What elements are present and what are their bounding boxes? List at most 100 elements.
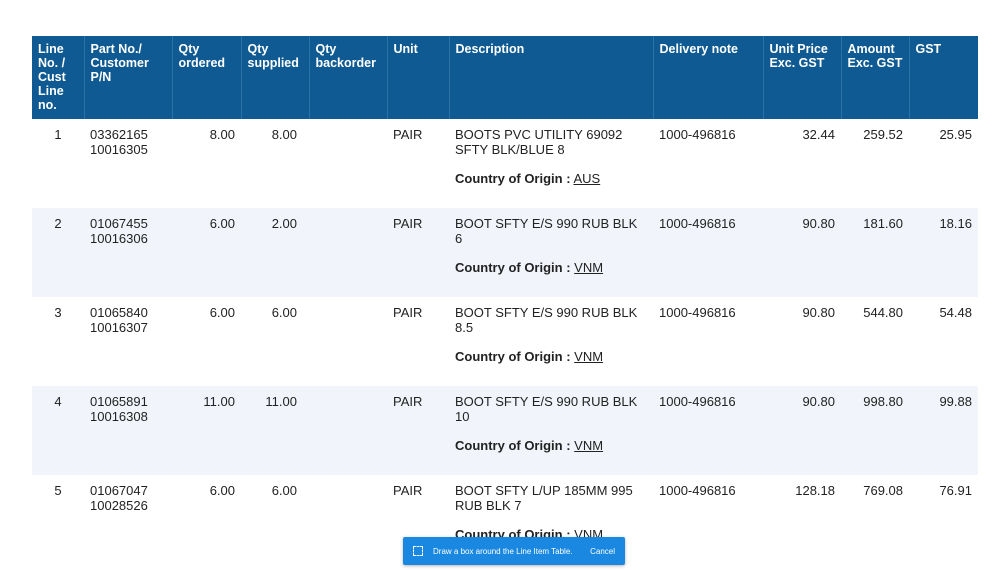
part-no: 01065891 <box>90 394 148 409</box>
country-of-origin-label: Country of Origin : <box>455 171 571 186</box>
qty-supplied-cell: 8.00 <box>271 127 297 142</box>
gst-cell: 76.91 <box>939 483 972 498</box>
table-row: 1 03362165 10016305 8.00 8.00 PAIR BOOTS … <box>32 119 978 208</box>
delivery-note-cell: 1000-496816 <box>659 305 736 320</box>
line-no-cell: 1 <box>54 127 62 142</box>
qty-supplied-cell: 6.00 <box>271 483 297 498</box>
line-no-cell: 2 <box>32 208 84 297</box>
unit-price-cell: 128.18 <box>795 483 835 498</box>
line-no-cell: 5 <box>54 483 62 498</box>
col-header-line-no: Line No. / Cust Line no. <box>32 36 85 119</box>
col-header-unit-price: Unit Price Exc. GST <box>763 36 842 119</box>
qty-ordered-cell: 6.00 <box>172 208 241 297</box>
qty-backorder-cell <box>309 119 387 208</box>
qty-ordered-cell: 8.00 <box>209 127 235 142</box>
description-text: BOOT SFTY L/UP 185MM 995 RUB BLK 7 <box>455 483 633 513</box>
table-row: 4 01065891 10016308 11.00 11.00 PAIR BOOT… <box>32 386 978 475</box>
col-header-delivery-note: Delivery note <box>653 36 764 119</box>
gst-cell: 54.48 <box>939 305 972 320</box>
part-no: 01067047 <box>90 483 148 498</box>
qty-supplied-cell: 6.00 <box>271 305 297 320</box>
col-header-qty-backorder: Qty backorder <box>309 36 388 119</box>
part-no: 03362165 <box>90 127 148 142</box>
description-cell: BOOTS PVC UTILITY 69092 SFTY BLK/BLUE 8 C… <box>449 119 653 208</box>
gst-cell: 99.88 <box>909 386 978 475</box>
country-of-origin-value: VNM <box>574 260 604 275</box>
country-of-origin: Country of Origin : VNM <box>455 260 647 275</box>
description-cell: BOOT SFTY E/S 990 RUB BLK 8.5 Country of … <box>449 297 653 386</box>
description-text: BOOT SFTY E/S 990 RUB BLK 8.5 <box>455 305 638 335</box>
amount-cell: 259.52 <box>863 127 903 142</box>
part-no-cell: 01067047 10028526 <box>84 475 172 564</box>
selection-box-icon <box>413 546 423 556</box>
part-no: 01065840 <box>90 305 148 320</box>
customer-pn: 10016307 <box>90 320 148 335</box>
customer-pn: 10016306 <box>90 231 148 246</box>
amount-cell: 181.60 <box>841 208 909 297</box>
delivery-note-cell: 1000-496816 <box>653 208 763 297</box>
qty-supplied-cell: 2.00 <box>241 208 309 297</box>
unit-price-cell: 90.80 <box>802 305 835 320</box>
part-no-cell: 01065891 10016308 <box>84 386 172 475</box>
col-header-gst: GST <box>909 36 978 119</box>
col-header-description: Description <box>449 36 654 119</box>
country-of-origin-label: Country of Origin : <box>455 349 571 364</box>
qty-backorder-cell <box>309 475 387 564</box>
qty-supplied-cell: 11.00 <box>241 386 309 475</box>
description-cell: BOOT SFTY E/S 990 RUB BLK 10 Country of O… <box>449 386 653 475</box>
line-no-cell: 4 <box>32 386 84 475</box>
line-item-table-container: Line No. / Cust Line no. Part No./ Custo… <box>32 36 978 564</box>
qty-ordered-cell: 6.00 <box>209 305 235 320</box>
table-row: 3 01065840 10016307 6.00 6.00 PAIR BOOT S… <box>32 297 978 386</box>
unit-cell: PAIR <box>393 483 423 498</box>
qty-backorder-cell <box>309 208 387 297</box>
country-of-origin-value: AUS <box>573 171 601 186</box>
unit-cell: PAIR <box>393 305 423 320</box>
table-row: 2 01067455 10016306 6.00 2.00 PAIR BOOT S… <box>32 208 978 297</box>
unit-price-cell: 90.80 <box>763 208 841 297</box>
col-header-part-no: Part No./ Customer P/N <box>84 36 173 119</box>
amount-cell: 769.08 <box>863 483 903 498</box>
line-item-table: Line No. / Cust Line no. Part No./ Custo… <box>32 36 978 564</box>
description-text: BOOT SFTY E/S 990 RUB BLK 6 <box>455 216 638 246</box>
col-header-unit: Unit <box>387 36 450 119</box>
part-no-cell: 03362165 10016305 <box>84 119 172 208</box>
gst-cell: 18.16 <box>909 208 978 297</box>
customer-pn: 10016308 <box>90 409 148 424</box>
toast-message: Draw a box around the Line Item Table. <box>433 546 573 556</box>
customer-pn: 10028526 <box>90 498 148 513</box>
description-text: BOOTS PVC UTILITY 69092 SFTY BLK/BLUE 8 <box>455 127 623 157</box>
qty-backorder-cell <box>309 386 387 475</box>
part-no-cell: 01065840 10016307 <box>84 297 172 386</box>
part-no-cell: 01067455 10016306 <box>84 208 172 297</box>
country-of-origin-label: Country of Origin : <box>455 438 571 453</box>
part-no: 01067455 <box>90 216 148 231</box>
col-header-qty-ordered: Qty ordered <box>172 36 242 119</box>
country-of-origin-value: VNM <box>574 349 604 364</box>
unit-cell: PAIR <box>393 127 423 142</box>
instruction-toast: Draw a box around the Line Item Table. C… <box>403 537 625 565</box>
qty-ordered-cell: 11.00 <box>172 386 241 475</box>
delivery-note-cell: 1000-496816 <box>653 386 763 475</box>
customer-pn: 10016305 <box>90 142 148 157</box>
qty-ordered-cell: 6.00 <box>209 483 235 498</box>
table-header-row: Line No. / Cust Line no. Part No./ Custo… <box>32 36 978 119</box>
cancel-button[interactable]: Cancel <box>590 546 615 556</box>
description-text: BOOT SFTY E/S 990 RUB BLK 10 <box>455 394 638 424</box>
delivery-note-cell: 1000-496816 <box>659 483 736 498</box>
unit-price-cell: 90.80 <box>763 386 841 475</box>
qty-backorder-cell <box>309 297 387 386</box>
description-cell: BOOT SFTY E/S 990 RUB BLK 6 Country of Or… <box>449 208 653 297</box>
col-header-qty-supplied: Qty supplied <box>241 36 310 119</box>
line-no-cell: 3 <box>54 305 62 320</box>
amount-cell: 998.80 <box>841 386 909 475</box>
country-of-origin: Country of Origin : AUS <box>455 171 647 186</box>
unit-cell: PAIR <box>387 386 449 475</box>
unit-cell: PAIR <box>387 208 449 297</box>
delivery-note-cell: 1000-496816 <box>659 127 736 142</box>
country-of-origin: Country of Origin : VNM <box>455 349 647 364</box>
country-of-origin-value: VNM <box>574 438 604 453</box>
col-header-amount: Amount Exc. GST <box>841 36 910 119</box>
gst-cell: 25.95 <box>939 127 972 142</box>
country-of-origin-label: Country of Origin : <box>455 260 571 275</box>
